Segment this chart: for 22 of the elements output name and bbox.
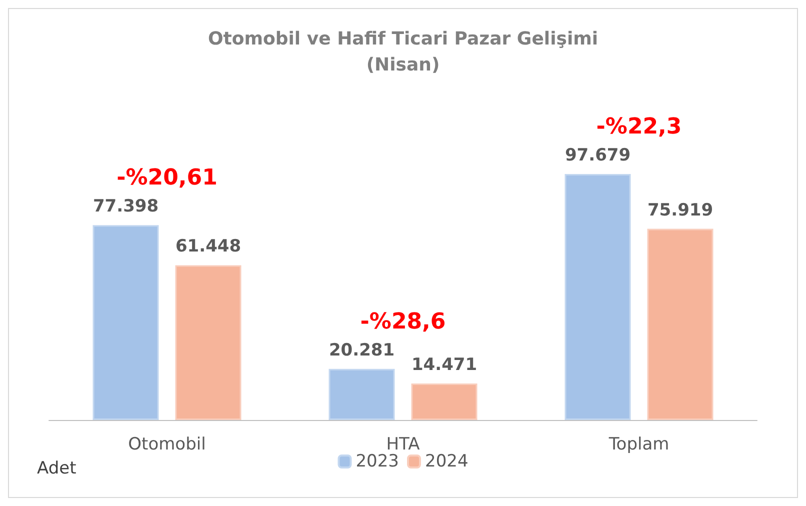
bar: [564, 174, 631, 420]
data-label: 61.448: [175, 236, 242, 257]
x-tick-label: Toplam: [608, 434, 670, 454]
bar: [175, 265, 242, 420]
chart-title: Otomobil ve Hafif Ticari Pazar Gelişimi (Nisan): [208, 28, 598, 76]
bar: [328, 368, 395, 420]
bar: [92, 225, 159, 420]
x-tick-label: Otomobil: [128, 434, 206, 454]
text: -%22,3: [596, 114, 682, 140]
bar: [411, 384, 478, 420]
annotation: -%28,6: [360, 309, 446, 334]
x-tick-label: HTA: [386, 434, 420, 454]
data-label: 75.919: [647, 200, 714, 220]
data-label: 77.398: [92, 196, 159, 217]
annotation: -%20,61: [116, 166, 218, 191]
legend-label: 2023: [356, 452, 399, 472]
legend-label: 2024: [425, 452, 468, 472]
data-label: 20.281: [328, 340, 395, 360]
bar: [647, 228, 714, 420]
data-label: 14.471: [411, 355, 478, 376]
data-label: 97.679: [564, 146, 631, 166]
text: Adet: [37, 458, 77, 478]
